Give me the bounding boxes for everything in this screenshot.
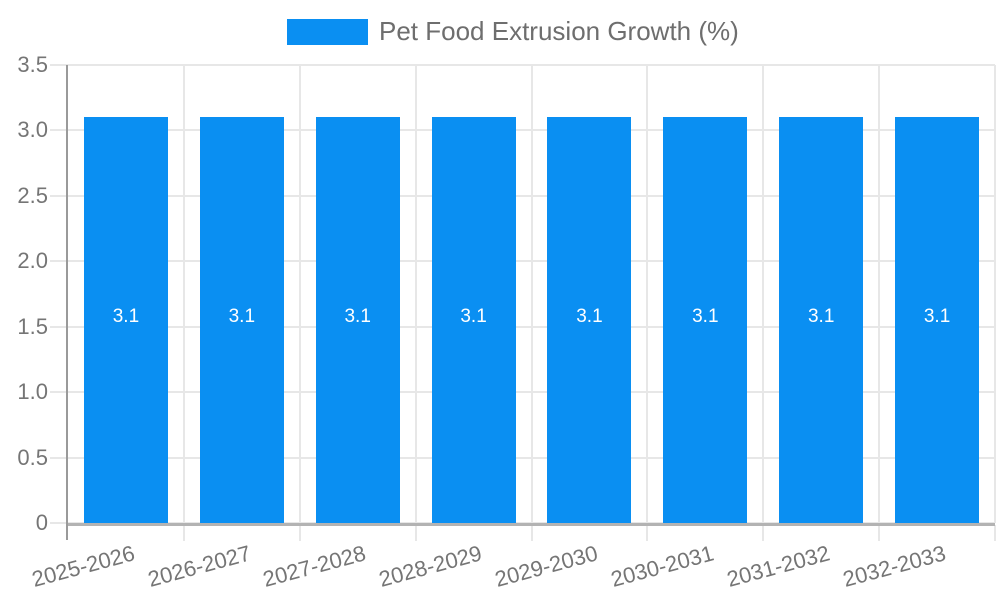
y-axis-tick-label: 1.5 (17, 313, 48, 339)
x-axis-line (68, 523, 995, 526)
gridline-horizontal (50, 194, 995, 197)
x-axis-tick (298, 525, 301, 541)
gridline-horizontal (50, 260, 995, 263)
gridline-horizontal (50, 325, 995, 328)
gridline-horizontal (50, 129, 995, 132)
y-axis-tick-label: 2.5 (17, 182, 48, 208)
x-axis-tick (762, 525, 765, 541)
y-axis-tick-label: 0.5 (17, 444, 48, 470)
legend-label: Pet Food Extrusion Growth (%) (379, 16, 739, 46)
bar (315, 117, 400, 523)
x-axis-tick (182, 525, 185, 541)
gridline-horizontal (50, 64, 995, 66)
bar-value-label: 3.1 (228, 306, 256, 328)
bar-value-label: 3.1 (576, 306, 603, 328)
y-axis-tick-label: 3.5 (17, 52, 48, 77)
bar-value-label: 3.1 (807, 306, 835, 328)
y-axis-tick-label: 0 (35, 510, 48, 535)
gridline-vertical (530, 65, 533, 523)
gridline-vertical (878, 65, 881, 523)
bar (895, 117, 980, 523)
y-axis-tick-label: 1.0 (17, 379, 48, 405)
x-axis-tick (646, 525, 649, 541)
bar (663, 117, 748, 523)
x-axis-tick-label: 2030-2031 (608, 540, 717, 592)
x-axis-tick-label: 2026-2027 (144, 540, 253, 592)
x-axis-tick-label: 2028-2029 (376, 540, 485, 592)
legend-swatch (287, 19, 368, 45)
gridline-vertical (762, 65, 765, 523)
y-axis-line (66, 65, 68, 540)
bar (547, 117, 632, 523)
x-axis-tick-label: 2027-2028 (260, 540, 369, 592)
bar-value-label: 3.1 (923, 306, 951, 328)
x-axis-tick (878, 525, 881, 541)
y-axis-tick-label: 3.0 (17, 117, 48, 143)
y-axis-tick-label: 2.0 (17, 248, 48, 274)
bar (779, 117, 864, 523)
gridline-horizontal (50, 391, 995, 394)
x-axis-tick-label: 2032-2033 (840, 540, 949, 592)
gridline-vertical (298, 65, 301, 523)
gridline-vertical (414, 65, 417, 523)
gridline-vertical (646, 65, 649, 523)
gridline-horizontal (50, 456, 995, 459)
x-axis-tick (530, 525, 533, 541)
x-axis-tick (994, 525, 996, 541)
bar-value-label: 3.1 (692, 306, 719, 328)
x-axis-tick-label: 2029-2030 (492, 540, 601, 592)
gridline-vertical (182, 65, 185, 523)
bar (199, 117, 284, 523)
x-axis-tick-label: 2031-2032 (724, 540, 833, 592)
bar-value-label: 3.1 (460, 306, 487, 328)
bar-value-label: 3.1 (344, 306, 371, 328)
bar-value-label: 3.1 (112, 306, 140, 328)
bar (431, 117, 516, 523)
x-axis-tick (414, 525, 417, 541)
gridline-vertical (994, 65, 996, 523)
x-axis-tick-label: 2025-2026 (28, 540, 138, 592)
bar (83, 117, 168, 523)
